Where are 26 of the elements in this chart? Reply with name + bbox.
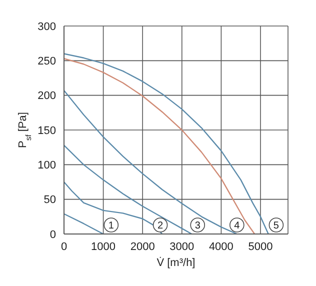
circled-number: 3	[190, 218, 206, 232]
y-tick-label: 50	[44, 194, 56, 206]
annotation: 3	[194, 220, 201, 232]
circled-number: 4	[230, 218, 244, 232]
line-series	[64, 144, 192, 234]
x-tick-label: 4000	[208, 240, 234, 253]
x-tick-label: 1000	[91, 240, 116, 253]
y-tick-label: 200	[38, 90, 56, 102]
annotation: 2	[158, 220, 164, 232]
x-axis-title: V̇ [m³/h]	[156, 256, 196, 269]
annotation: 5	[273, 220, 280, 232]
x-tick-label: 3000	[170, 240, 194, 253]
x-tick-label: 5000	[248, 240, 273, 253]
x-tick-label: 2000	[130, 240, 155, 253]
y-tick-label: 100	[38, 160, 56, 172]
y-tick-label: 250	[38, 56, 56, 68]
y-tick-label: 0	[50, 228, 56, 241]
circled-number: 1	[104, 218, 119, 232]
annotation: 4	[234, 220, 240, 232]
circled-number: 5	[268, 218, 284, 232]
x-tick-label: 0	[60, 240, 68, 253]
annotation: 1	[108, 220, 114, 232]
y-tick-label: 150	[38, 124, 56, 137]
circled-number: 2	[152, 218, 168, 232]
line-series	[64, 90, 238, 234]
y-tick-label: 300	[38, 20, 56, 33]
